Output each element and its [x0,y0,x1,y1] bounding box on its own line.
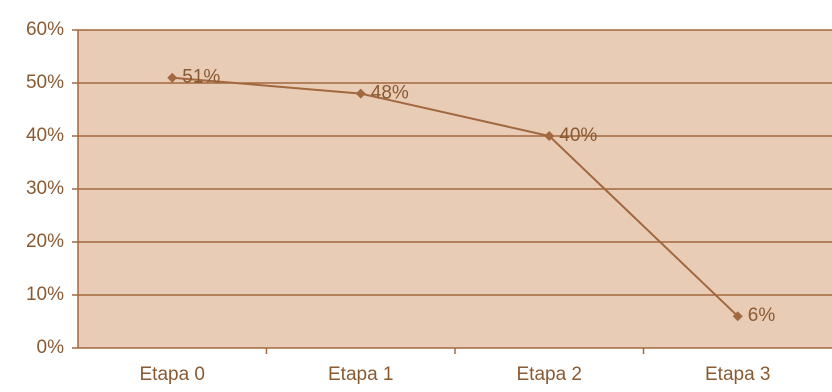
y-tick-label: 60% [26,19,64,40]
y-tick-label: 20% [26,231,64,252]
data-label: 40% [559,125,597,146]
x-tick-label: Etapa 0 [140,364,206,385]
series-group: 51% 48% 40% 6% [167,67,776,326]
x-tick-label: Etapa 1 [328,364,394,385]
series-line [172,76,739,317]
y-tick-label: 40% [26,125,64,146]
data-label: 6% [748,305,776,326]
data-point [732,311,743,322]
data-label: 51% [182,67,220,88]
y-axis-ticks: 0% 10% 20% 30% 40% 50% 60% [26,19,78,358]
x-tick-label: Etapa 2 [517,364,583,385]
y-tick-label: 30% [26,178,64,199]
y-tick-label: 50% [26,72,64,93]
y-tick-label: 0% [37,337,65,358]
x-tick-label: Etapa 3 [705,364,771,385]
y-tick-label: 10% [26,284,64,305]
data-label: 48% [371,83,409,104]
x-axis-ticks: Etapa 0 Etapa 1 Etapa 2 Etapa 3 [140,348,771,385]
data-point [544,131,555,141]
gridlines [78,29,832,296]
data-point [355,88,366,99]
data-point [167,72,178,83]
